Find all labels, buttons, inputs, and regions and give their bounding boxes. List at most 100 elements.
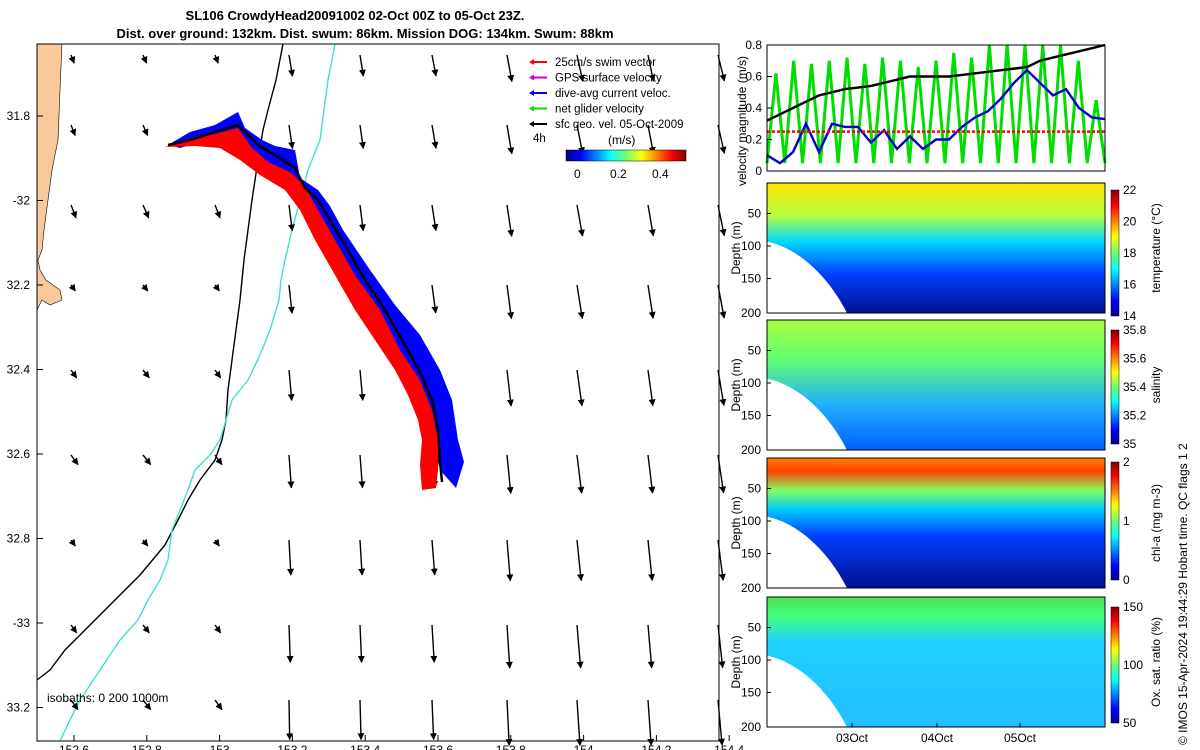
- section-panel: 50 100 150 200 Depth (m) 35.8 35.6 35.4 35.2 35 sa…: [729, 319, 1163, 457]
- velocity-series-line: [766, 68, 1106, 165]
- surface-velocity-arrow: [431, 54, 439, 77]
- section-ytick-label: 100: [741, 376, 761, 390]
- section-colorbar-tick: 0: [1123, 573, 1130, 587]
- section-colorbar: [1110, 329, 1120, 445]
- section-colorbar-tick: 35.2: [1123, 409, 1147, 423]
- surface-velocity-arrow: [506, 539, 514, 582]
- section-ytick-label: 50: [748, 482, 762, 496]
- map-xtick-label: 153.6: [423, 743, 453, 750]
- colorbar-tick-2: 0.4: [652, 167, 669, 181]
- surface-velocity-arrow: [576, 54, 585, 82]
- map-ytick-label: 33.2: [7, 701, 31, 715]
- surface-velocity-arrow: [214, 369, 222, 379]
- colorbar-label: (m/s): [608, 133, 635, 147]
- surface-velocity-arrow: [358, 369, 366, 402]
- map-ytick-label: 32.4: [7, 363, 31, 377]
- section-ytick-label: 200: [741, 306, 761, 320]
- surface-velocity-arrow: [576, 454, 585, 494]
- figure-title-line2: Dist. over ground: 132km. Dist. swum: 86…: [116, 26, 614, 41]
- section-ylabel: Depth (m): [729, 496, 743, 549]
- surface-velocity-arrow: [214, 454, 223, 466]
- velocity-ytick-label: 0.8: [745, 38, 762, 52]
- legend-label: dive-avg current veloc.: [555, 88, 671, 100]
- glider-track-line: [167, 123, 444, 483]
- map-legend: 25cm/s swim vector GPS surface velocity di…: [529, 57, 683, 145]
- map-panel: 25cm/s swim vector GPS surface velocity di…: [7, 43, 745, 750]
- section-ytick-label: 100: [741, 514, 761, 528]
- velocity-ylabel: velocity magnitude (m/s): [735, 56, 749, 186]
- surface-velocity-arrow: [431, 124, 439, 149]
- section-seabed-void: [767, 241, 847, 313]
- map-xtick-label: 153.2: [277, 743, 307, 750]
- surface-velocity-arrow: [647, 699, 655, 746]
- surface-velocity-arrow: [647, 539, 656, 582]
- section-ytick-label: 150: [741, 686, 761, 700]
- section-ylabel: Depth (m): [729, 221, 743, 274]
- section-colorbar-tick: 16: [1123, 278, 1137, 292]
- velocity-ytick-label: 0.6: [745, 70, 762, 84]
- surface-velocity-arrow: [212, 283, 220, 292]
- section-colorbar-tick: 2: [1123, 455, 1130, 469]
- legend-label: 25cm/s swim vector: [555, 57, 656, 69]
- velocity-panel: 0 0.2 0.4 0.6 0.8 velocity magnitude (m/s): [735, 38, 1107, 186]
- surface-velocity-arrow: [288, 204, 295, 232]
- section-frame: [766, 457, 1106, 589]
- figure-title-line1: SL106 CrowdyHead20091002 02-Oct 00Z to 0…: [185, 8, 525, 23]
- surface-velocity-arrow: [505, 624, 513, 669]
- section-ytick-label: 200: [741, 720, 761, 734]
- velocity-ytick-label: 0: [755, 164, 762, 178]
- surface-velocity-arrow: [286, 624, 294, 664]
- map-ytick-label: 32.8: [7, 532, 31, 546]
- surface-velocity-vectors: [68, 54, 727, 747]
- section-seabed-void: [767, 378, 847, 450]
- section-colorbar-tick: 20: [1123, 215, 1137, 229]
- surface-velocity-arrow: [576, 624, 584, 669]
- section-colorbar-tick: 35.4: [1123, 380, 1147, 394]
- map-ytick-label: 31.8: [7, 109, 31, 123]
- section-ylabel: Depth (m): [729, 635, 743, 688]
- section-ytick-label: 150: [741, 547, 761, 561]
- surface-velocity-arrow: [286, 699, 294, 741]
- legend-arrowhead: [529, 121, 534, 127]
- section-xtick-label: 04Oct: [921, 731, 954, 745]
- section-colorbar-tick: 100: [1123, 658, 1143, 672]
- surface-velocity-arrow: [70, 454, 79, 466]
- colorbar-tick-0: 0: [574, 167, 581, 181]
- section-panel: 50 100 150 200 Depth (m) 2 1 0 chl-a (mg m-3): [729, 455, 1163, 595]
- section-colorbar: [1110, 606, 1120, 724]
- section-ytick-label: 50: [748, 621, 762, 635]
- surface-velocity-arrow: [429, 699, 437, 741]
- section-colorbar: [1110, 461, 1120, 581]
- swim-vector-band: [165, 128, 438, 490]
- imos-credit: © IMOS 15-Apr-2024 19:44:29 Hobart time.…: [1176, 443, 1190, 745]
- map-xtick-label: 152.8: [132, 743, 162, 750]
- map-xtick-label: 153: [210, 743, 230, 750]
- surface-velocity-arrow: [358, 54, 366, 77]
- legend-arrowhead: [529, 105, 534, 112]
- surface-velocity-arrow: [287, 284, 295, 314]
- surface-velocity-arrow: [358, 204, 366, 232]
- surface-velocity-arrow: [214, 699, 223, 711]
- surface-velocity-arrow: [69, 124, 77, 137]
- section-ytick-label: 50: [748, 207, 762, 221]
- surface-velocity-arrow: [576, 369, 585, 407]
- map-xtick-label: 154.2: [641, 743, 671, 750]
- surface-velocity-arrow: [68, 538, 76, 547]
- surface-velocity-arrow: [576, 539, 585, 582]
- surface-velocity-arrow: [430, 539, 438, 576]
- surface-velocity-arrow: [576, 284, 585, 320]
- surface-velocity-arrow: [505, 699, 513, 747]
- surface-velocity-arrow: [647, 124, 656, 155]
- section-ytick-label: 200: [741, 443, 761, 457]
- surface-velocity-arrow: [647, 369, 656, 407]
- velocity-series-line: [766, 43, 1106, 122]
- section-frame: [766, 596, 1106, 728]
- surface-velocity-arrow: [357, 624, 365, 663]
- legend-arrowhead: [529, 59, 534, 65]
- surface-velocity-arrow: [70, 369, 78, 379]
- section-colorbar-label: salinity: [1149, 367, 1163, 404]
- surface-velocity-arrow: [576, 699, 584, 747]
- legend-arrowhead: [529, 90, 534, 96]
- surface-velocity-arrow: [506, 124, 515, 155]
- section-ytick-label: 150: [741, 272, 761, 286]
